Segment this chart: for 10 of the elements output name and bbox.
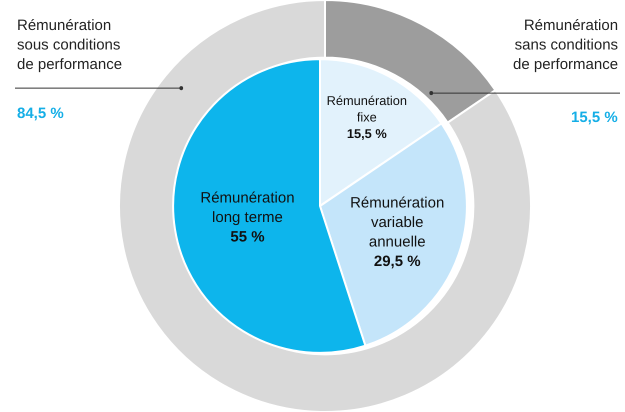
slice-label: Rémunération sous conditions de performance — [17, 17, 122, 73]
data-label: 55 % — [230, 228, 265, 246]
slice-label: Rémunération long terme — [200, 189, 295, 226]
slice-label: Rémunération fixe — [326, 92, 408, 124]
data-label: 15,5 % — [346, 126, 388, 142]
data-label: 15,5 % — [571, 109, 618, 126]
slice-label: Rémunération sans conditions de performance — [513, 17, 618, 73]
data-label: 84,5 % — [17, 105, 64, 122]
data-label: 29,5 % — [374, 253, 421, 270]
slice-label: Rémunération variable annuelle — [350, 194, 444, 251]
